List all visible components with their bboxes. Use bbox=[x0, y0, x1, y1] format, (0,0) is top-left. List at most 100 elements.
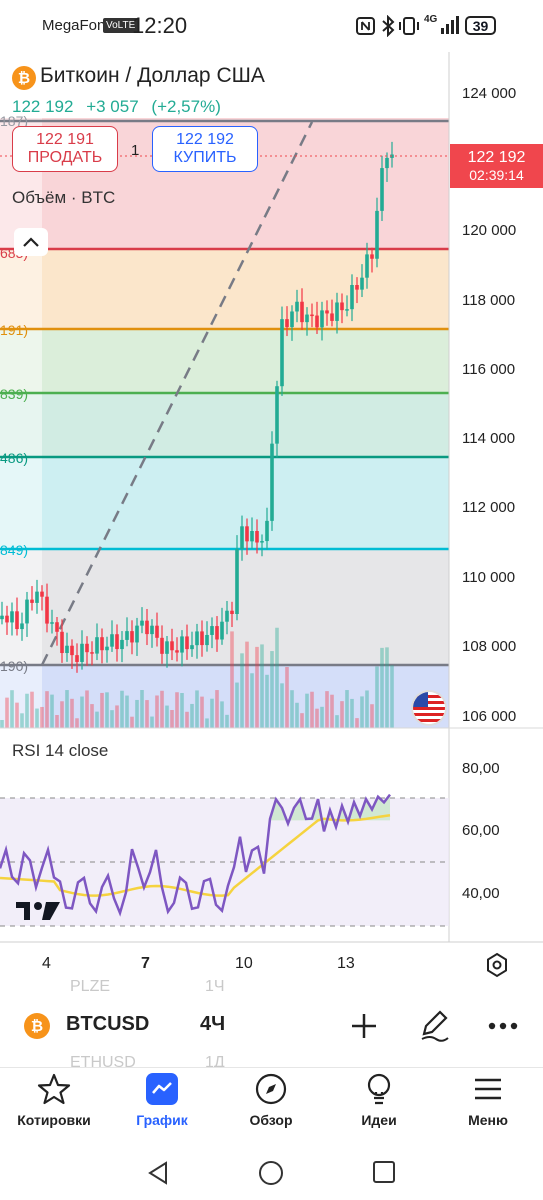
volume-bar bbox=[195, 690, 199, 728]
chart-icon bbox=[146, 1073, 178, 1105]
candle-body bbox=[200, 631, 204, 646]
candle-body bbox=[125, 631, 129, 640]
volume-bar bbox=[15, 702, 19, 728]
volume-bar bbox=[280, 683, 284, 728]
candle-body bbox=[280, 319, 284, 387]
volume-bar bbox=[190, 703, 194, 728]
volume-bar bbox=[150, 716, 154, 728]
volume-bar bbox=[95, 711, 99, 728]
symbol-toolbar bbox=[0, 985, 543, 1065]
buy-button[interactable]: 122 192 КУПИТЬ bbox=[152, 126, 258, 172]
nav-label: Идеи bbox=[361, 1112, 397, 1128]
candle-body bbox=[160, 637, 164, 654]
nav-ideas[interactable]: Идеи bbox=[329, 1072, 429, 1128]
candle-body bbox=[205, 634, 209, 646]
chart-area[interactable]: 187) 683) 191) 839) 486) 849) 190) 124 0… bbox=[0, 52, 543, 982]
volume-bar bbox=[60, 701, 64, 728]
volume-bar bbox=[300, 713, 304, 728]
candle-body bbox=[195, 631, 199, 646]
candle-body bbox=[30, 599, 34, 603]
candle-body bbox=[385, 157, 389, 169]
candle-body bbox=[220, 621, 224, 640]
candle-body bbox=[20, 623, 24, 630]
candle-body bbox=[335, 302, 339, 321]
rsi-pane[interactable]: 80,00 60,00 40,00 bbox=[0, 760, 500, 927]
recents-icon[interactable] bbox=[372, 1160, 396, 1184]
candle-body bbox=[100, 637, 104, 651]
volume-bar bbox=[130, 716, 134, 728]
fib-band-3 bbox=[42, 393, 449, 457]
price-chart[interactable]: 187) 683) 191) 839) 486) 849) 190) 124 0… bbox=[0, 52, 543, 982]
candle-body bbox=[345, 309, 349, 311]
candle-body bbox=[325, 310, 329, 314]
candle-body bbox=[60, 631, 64, 654]
price-axis[interactable]: 124 000 120 000 118 000 116 000 114 000 … bbox=[462, 85, 516, 725]
fib-retracement[interactable] bbox=[0, 118, 449, 728]
add-icon[interactable] bbox=[350, 1012, 378, 1040]
volume-bar bbox=[260, 644, 264, 728]
signal-icon bbox=[441, 16, 459, 34]
home-icon[interactable] bbox=[258, 1160, 284, 1186]
fib-label-3: 839) bbox=[0, 386, 28, 402]
volume-bar bbox=[345, 690, 349, 728]
star-icon bbox=[37, 1073, 71, 1105]
volume-indicator-label[interactable]: Объём · BTC bbox=[12, 188, 116, 207]
candle-body bbox=[330, 313, 334, 321]
candle-body bbox=[150, 625, 154, 635]
bar-countdown: 02:39:14 bbox=[469, 167, 524, 183]
volte-badge: VoLTE bbox=[103, 18, 139, 33]
candle-body bbox=[265, 520, 269, 542]
volume-bar bbox=[140, 690, 144, 728]
chart-settings-icon[interactable] bbox=[484, 952, 510, 978]
sell-button[interactable]: 122 191 ПРОДАТЬ bbox=[12, 126, 118, 172]
nav-quotes[interactable]: Котировки bbox=[4, 1072, 104, 1128]
nav-chart[interactable]: График bbox=[112, 1072, 212, 1128]
symbol-selector[interactable]: BTCUSD bbox=[66, 1013, 150, 1035]
candle-body bbox=[35, 591, 39, 603]
order-quantity[interactable]: 1 bbox=[131, 142, 140, 159]
price-tick: 108 000 bbox=[462, 638, 516, 655]
volume-bar bbox=[210, 698, 214, 728]
volume-bar bbox=[30, 691, 34, 728]
price-tick: 116 000 bbox=[462, 361, 515, 378]
volume-bar bbox=[40, 706, 44, 728]
lightbulb-icon bbox=[367, 1073, 391, 1105]
interval-selector[interactable]: 4Ч bbox=[200, 1013, 226, 1035]
fib-band-2 bbox=[42, 329, 449, 393]
rsi-indicator-label[interactable]: RSI 14 close bbox=[12, 741, 109, 760]
candle-body bbox=[15, 611, 19, 630]
candle-body bbox=[175, 650, 179, 653]
volume-bar bbox=[145, 700, 149, 728]
candle-body bbox=[295, 301, 299, 312]
network-type: 4G bbox=[424, 14, 438, 25]
volume-bar bbox=[160, 690, 164, 728]
status-bar: MegaFon VoLTE 12:20 4G 39 bbox=[0, 0, 543, 52]
volume-bar bbox=[20, 713, 24, 728]
nav-overview[interactable]: Обзор bbox=[221, 1072, 321, 1128]
collapse-legend-button[interactable] bbox=[14, 228, 48, 256]
us-flag-icon[interactable] bbox=[413, 692, 445, 724]
battery-icon: 39 bbox=[465, 16, 496, 35]
fib-trend-line[interactable] bbox=[40, 121, 314, 666]
volume-bar bbox=[0, 720, 4, 728]
volume-bar bbox=[365, 690, 369, 728]
time-tick: 7 bbox=[141, 955, 150, 972]
volume-bar bbox=[115, 705, 119, 728]
nav-label: Обзор bbox=[249, 1112, 293, 1128]
drawing-tools-icon[interactable] bbox=[418, 1008, 450, 1042]
candle-body bbox=[310, 314, 314, 317]
volume-bar bbox=[25, 693, 29, 728]
candle-body bbox=[135, 625, 139, 643]
price-tick: 112 000 bbox=[462, 499, 515, 516]
volume-bar bbox=[305, 693, 309, 728]
back-icon[interactable] bbox=[146, 1160, 170, 1186]
nav-menu[interactable]: Меню bbox=[438, 1072, 538, 1128]
symbol-title[interactable]: Биткоин / Доллар США bbox=[40, 64, 265, 87]
volume-bar bbox=[250, 673, 254, 728]
volume-bar bbox=[230, 631, 234, 728]
volume-bar bbox=[275, 627, 279, 728]
candle-body bbox=[260, 541, 264, 543]
more-icon[interactable] bbox=[488, 1022, 518, 1030]
volume-bar bbox=[245, 641, 249, 728]
bottom-navigation bbox=[0, 1067, 543, 1146]
